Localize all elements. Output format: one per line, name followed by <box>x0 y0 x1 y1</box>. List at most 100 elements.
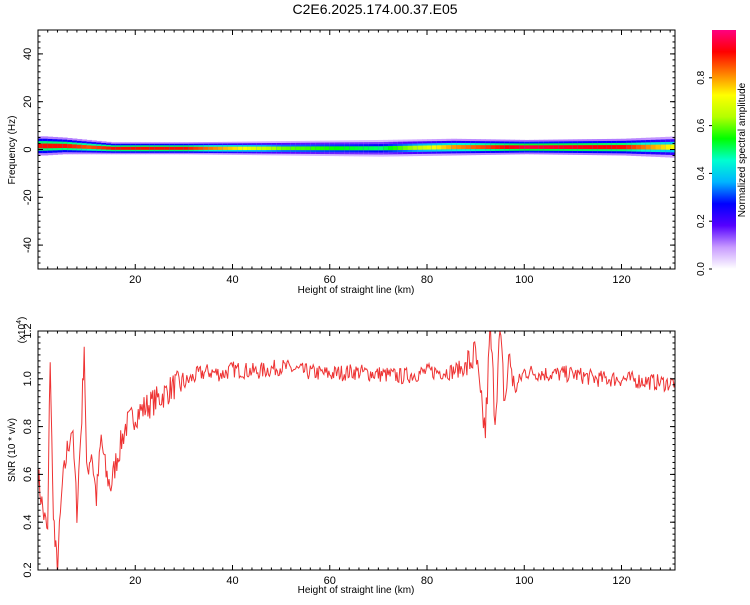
heatmap-cell <box>655 144 661 150</box>
heatmap-cell <box>130 146 136 150</box>
heatmap-cell <box>611 145 618 150</box>
heatmap-cell <box>650 144 657 150</box>
heatmap-cell <box>636 144 642 150</box>
heatmap-cell <box>373 146 379 151</box>
heatmap-cell <box>247 146 253 150</box>
heatmap-ylabel: Frequency (Hz) <box>7 116 18 185</box>
heatmap-cell <box>188 146 195 150</box>
heatmap-cell <box>597 145 603 150</box>
heatmap-cell <box>135 146 141 150</box>
heatmap-cell <box>495 145 501 150</box>
heatmap-cell <box>606 145 613 150</box>
heatmap-y-tick-label: 20 <box>22 96 34 108</box>
heatmap-cell <box>67 144 73 149</box>
colorbar-tick-label: 0.2 <box>696 214 707 228</box>
heatmap-cell <box>198 146 204 150</box>
heatmap-cell <box>577 145 584 150</box>
heatmap-cell <box>208 146 214 150</box>
heatmap-cell <box>665 144 671 150</box>
colorbar-tick-label: 0.4 <box>696 166 707 180</box>
line-y-tick-label: 1.2 <box>22 323 34 338</box>
heatmap-cell <box>169 146 175 150</box>
heatmap-axes: 20 40 60 80 100 120 -40 -20 0 20 40 <box>22 29 675 286</box>
heatmap-cell <box>572 145 579 150</box>
heatmap-cell <box>57 143 63 149</box>
heatmap-x-tick-label: 60 <box>324 274 336 286</box>
heatmap-cell <box>266 146 272 151</box>
heatmap-x-tick-label: 40 <box>226 274 238 286</box>
heatmap-cell <box>407 145 413 150</box>
snr-series-line <box>38 331 675 570</box>
heatmap-cell <box>300 146 306 151</box>
heatmap-cell <box>222 146 229 150</box>
heatmap-cell <box>329 146 336 151</box>
heatmap-cell <box>140 146 146 150</box>
heatmap-cell <box>553 145 559 149</box>
heatmap-cell <box>582 145 588 150</box>
heatmap-cell <box>76 144 83 149</box>
line-x-tick-label: 40 <box>226 575 238 587</box>
heatmap-cell <box>91 145 97 150</box>
heatmap-cell <box>339 146 345 151</box>
heatmap-cell <box>504 145 511 149</box>
heatmap-cell <box>42 143 49 149</box>
line-axes: 20 40 60 80 100 120 0.2 0.4 0.6 0.8 1.0 1.2 <box>22 323 675 587</box>
heatmap-cell <box>645 144 652 150</box>
heatmap-cell <box>227 146 234 150</box>
heatmap-cell <box>237 146 243 150</box>
heatmap-band <box>38 136 675 158</box>
heatmap-cell <box>256 146 263 151</box>
heatmap-cell <box>349 146 355 151</box>
line-x-tick-label: 20 <box>129 575 141 587</box>
line-x-tick-label: 80 <box>421 575 433 587</box>
heatmap-cell <box>217 146 224 150</box>
heatmap-cell <box>203 146 209 150</box>
heatmap-cell <box>295 146 302 151</box>
heatmap-cell <box>164 146 170 150</box>
heatmap-cell <box>621 145 627 150</box>
heatmap-cell <box>548 145 554 149</box>
heatmap-cell <box>563 145 569 150</box>
heatmap-cell <box>587 145 593 150</box>
heatmap-chart: 20 40 60 80 100 120 -40 -20 0 20 40 Height of stra… <box>7 29 676 296</box>
y-multiplier-exp: 4 <box>16 320 23 324</box>
heatmap-cell <box>490 145 496 150</box>
heatmap-cell <box>592 145 598 150</box>
colorbar-tick-label: 0.8 <box>696 70 707 84</box>
heatmap-cell <box>436 145 443 150</box>
line-x-tick-label: 100 <box>515 575 533 587</box>
heatmap-xlabel: Height of straight line (km) <box>298 285 415 296</box>
heatmap-cell <box>670 144 675 150</box>
line-x-tick-label: 60 <box>324 575 336 587</box>
heatmap-cell <box>538 145 545 149</box>
heatmap-cell <box>383 146 389 151</box>
colorbar-tick-label: 0.6 <box>696 118 707 132</box>
heatmap-y-tick-label: -40 <box>22 237 34 253</box>
heatmap-cell <box>96 145 102 150</box>
heatmap-cell <box>499 145 506 150</box>
heatmap-cell <box>602 145 608 150</box>
y-multiplier: (x104) <box>16 317 28 344</box>
heatmap-cell <box>533 145 540 149</box>
heatmap-cell <box>451 145 457 150</box>
heatmap-cell <box>110 146 117 150</box>
heatmap-cell <box>276 146 282 151</box>
heatmap-cell <box>631 144 637 150</box>
heatmap-cell <box>47 143 54 149</box>
heatmap-cell <box>159 146 165 150</box>
heatmap-cell <box>397 145 404 151</box>
heatmap-cell <box>626 144 632 150</box>
heatmap-cell <box>154 146 161 150</box>
heatmap-cell <box>616 145 623 150</box>
heatmap-x-tick-label: 80 <box>421 274 433 286</box>
heatmap-cell <box>290 146 297 151</box>
heatmap-cell <box>446 145 452 150</box>
heatmap-cell <box>106 146 112 150</box>
heatmap-cell <box>320 146 326 151</box>
heatmap-cell <box>62 143 68 149</box>
heatmap-cell <box>470 145 477 150</box>
heatmap-cell <box>310 146 316 151</box>
heatmap-cell <box>363 146 370 151</box>
